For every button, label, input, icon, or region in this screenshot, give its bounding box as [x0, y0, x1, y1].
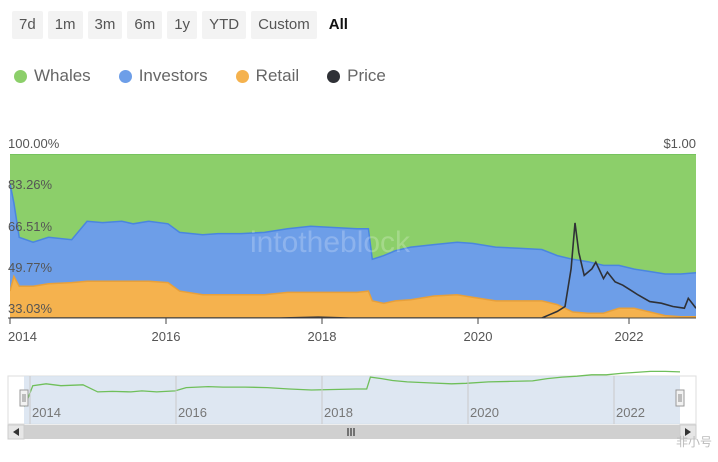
navigator-tick-label: 2022 [616, 405, 645, 420]
x-axis-tick-label: 2018 [308, 329, 337, 344]
legend-price-circle-icon [327, 69, 341, 83]
x-axis-tick-label: 2016 [152, 329, 181, 344]
chart-legend: Whales Investors Retail Price [14, 66, 386, 86]
line-retail [10, 274, 696, 318]
scroll-right-arrow-icon[interactable] [679, 424, 697, 440]
legend-label: Price [347, 66, 386, 85]
navigator-right-handle[interactable] [675, 389, 685, 407]
legend-investors-circle-icon [118, 69, 132, 83]
right-axis-tick-label: $1.00 [663, 136, 696, 151]
area-retail [10, 276, 696, 318]
legend-whales-circle-icon [14, 69, 27, 83]
legend-item-investors[interactable]: Investors [118, 66, 208, 86]
line-price [10, 222, 696, 318]
axis-labels: 100.00% 83.26% 66.51% 49.77% 33.03% $1.00 2014… [8, 136, 696, 344]
range-button-1y[interactable]: 1y [167, 11, 198, 39]
scrollbar-thumb[interactable] [24, 425, 680, 439]
legend-label: Retail [255, 66, 300, 85]
legend-label: Whales [34, 66, 91, 85]
scrollbar-grip-icon [347, 428, 355, 436]
navigator-line [23, 370, 681, 407]
watermark-logo: intotheblock [250, 226, 411, 259]
range-button-1m[interactable]: 1m [47, 11, 83, 39]
y-axis-tick-label: 49.77% [8, 260, 53, 275]
x-axis-tick-label: 2014 [8, 329, 37, 344]
range-button-all[interactable]: All [321, 11, 355, 39]
navigator-tick-label: 2020 [470, 405, 499, 420]
scroll-left-arrow-icon[interactable] [7, 424, 25, 440]
y-axis-tick-label: 33.03% [8, 301, 53, 316]
range-button-7d[interactable]: 7d [12, 11, 43, 39]
legend-item-whales[interactable]: Whales [14, 66, 91, 86]
brand-watermark: 非小号 [675, 435, 712, 449]
x-axis-tick-label: 2022 [615, 329, 644, 344]
range-button-6m[interactable]: 6m [127, 11, 163, 39]
navigator-selection[interactable] [24, 376, 680, 424]
range-selector: 7d 1m 3m 6m 1y YTD Custom All [12, 11, 355, 39]
range-button-ytd[interactable]: YTD [202, 11, 247, 39]
navigator-left-handle[interactable] [19, 389, 29, 407]
x-axis-tick-label: 2020 [464, 329, 493, 344]
line-investors [10, 183, 696, 275]
plot-area [10, 154, 696, 318]
legend-label: Investors [138, 66, 208, 85]
y-axis-tick-label: 66.51% [8, 219, 53, 234]
legend-item-price[interactable]: Price [327, 66, 386, 86]
navigator[interactable]: 2014 2016 2018 2020 2022 [7, 370, 697, 440]
y-axis-tick-label: 83.26% [8, 177, 53, 192]
legend-retail-circle-icon [235, 69, 249, 83]
navigator-tick-label: 2016 [178, 405, 207, 420]
navigator-tick-label: 2014 [32, 405, 61, 420]
legend-item-retail[interactable]: Retail [235, 66, 300, 86]
area-investors [10, 183, 696, 318]
range-button-3m[interactable]: 3m [87, 11, 123, 39]
navigator-tick-label: 2018 [324, 405, 353, 420]
y-axis-tick-label: 100.00% [8, 136, 60, 151]
range-button-custom[interactable]: Custom [251, 11, 317, 39]
